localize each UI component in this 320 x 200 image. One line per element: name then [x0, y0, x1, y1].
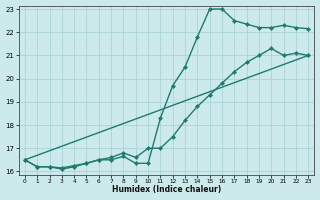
X-axis label: Humidex (Indice chaleur): Humidex (Indice chaleur): [112, 185, 221, 194]
